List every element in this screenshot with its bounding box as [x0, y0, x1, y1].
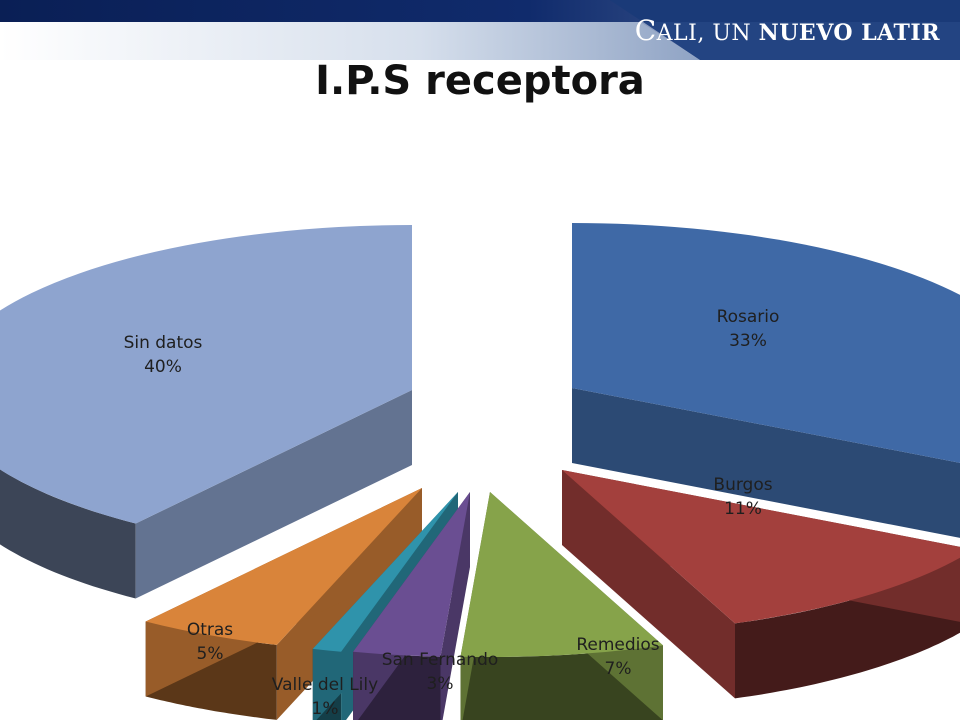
- slice-wall: [562, 470, 735, 699]
- slice-top: [562, 470, 960, 624]
- slice-label-sin-datos: Sin datos 40%: [124, 333, 203, 377]
- slice-wall: [572, 388, 960, 538]
- slice-label-remedios: Remedios 7%: [576, 635, 659, 679]
- slice-name: Remedios: [576, 635, 659, 655]
- slice-name: San Fernando: [382, 650, 499, 670]
- slice-top: [572, 223, 960, 463]
- slice-top: [145, 488, 422, 645]
- pie-slice-rosario: [572, 223, 960, 538]
- slice-label-rosario: Rosario 33%: [717, 307, 780, 351]
- slice-top: [460, 492, 663, 658]
- slice-name: Rosario: [717, 307, 780, 327]
- chart-title: I.P.S receptora: [315, 58, 645, 104]
- slice-percent: 11%: [724, 499, 762, 519]
- slice-top: [0, 225, 412, 524]
- slice-name: Burgos: [713, 475, 772, 495]
- slice-top: [312, 492, 458, 652]
- slice-percent: 1%: [312, 699, 339, 719]
- pie-slice-burgos: [562, 470, 960, 699]
- slice-name: Valle del Lily: [272, 675, 378, 695]
- slice-percent: 33%: [729, 331, 767, 351]
- pie-slice-san-fernando: [353, 492, 470, 720]
- slice-rim: [0, 469, 136, 599]
- slice-label-burgos: Burgos 11%: [713, 475, 772, 519]
- header-light-band: [0, 22, 700, 60]
- brand-text: CALI, UN NUEVO LATIR: [634, 14, 940, 47]
- slice-percent: 7%: [605, 659, 632, 679]
- slice-label-otras: Otras 5%: [187, 620, 233, 664]
- header-banner: CALI, UN NUEVO LATIR: [0, 0, 960, 60]
- pie-slice-remedios: [460, 492, 663, 720]
- slice-wall: [135, 390, 412, 599]
- header-banner-bg: [0, 0, 960, 60]
- slice-label-san-fernando: San Fernando 3%: [382, 650, 499, 694]
- slice-top: [353, 492, 470, 657]
- slice-percent: 3%: [427, 674, 454, 694]
- slice-wall: [312, 492, 458, 720]
- pie-slice-sin-datos: [0, 225, 412, 599]
- slice-percent: 5%: [197, 644, 224, 664]
- slice-name: Otras: [187, 620, 233, 640]
- slice-percent: 40%: [144, 357, 182, 377]
- slice-name: Sin datos: [124, 333, 203, 353]
- slice-label-valle-del-lily: Valle del Lily 1%: [272, 675, 378, 719]
